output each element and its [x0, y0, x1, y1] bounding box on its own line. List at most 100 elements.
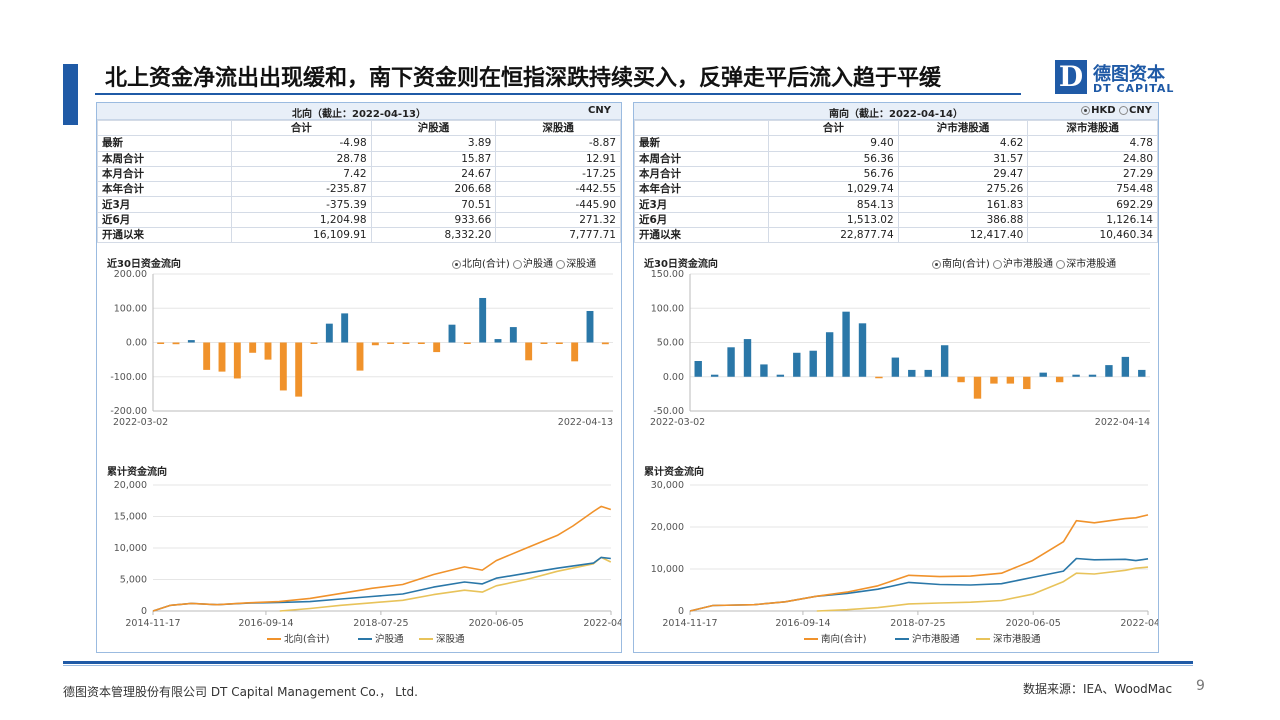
- y-tick-label: 0: [678, 606, 684, 617]
- bar: [509, 327, 517, 343]
- bar: [858, 323, 867, 377]
- cell: 56.76: [768, 165, 899, 183]
- y-tick-label: 5,000: [120, 575, 147, 586]
- bar: [172, 342, 180, 345]
- row-label: 近3月: [97, 196, 232, 213]
- radio-north-total[interactable]: [452, 259, 461, 269]
- bar: [727, 347, 735, 377]
- page-number: 9: [1196, 678, 1205, 694]
- table-row: 开通以来 22,877.74 12,417.40 10,460.34: [634, 227, 1158, 244]
- north-header-title: 北向（截止：2022-04-13）: [292, 109, 426, 120]
- bar: [990, 376, 998, 384]
- bar: [908, 369, 916, 377]
- north-flow-title: 近30日资金流向: [107, 259, 181, 270]
- footer-divider-thin: [63, 665, 1193, 666]
- row-label: 近6月: [634, 211, 769, 229]
- bar: [842, 311, 850, 377]
- radio-label: HKD: [1091, 105, 1116, 116]
- table-header: 合计: [768, 119, 899, 137]
- x-tick-label: 2018-07-25: [353, 618, 408, 629]
- south-header: 南向（截止：2022-04-14） HKD CNY: [634, 103, 1158, 120]
- bar: [694, 360, 702, 377]
- bar: [1121, 356, 1130, 377]
- cell: -375.39: [231, 196, 372, 213]
- title-accent-bar: [63, 64, 78, 125]
- cell: 22,877.74: [768, 227, 899, 244]
- x-tick-label: 2020-06-05: [1006, 618, 1061, 629]
- bar: [1055, 376, 1064, 383]
- bar: [793, 352, 801, 377]
- cell: 31.57: [897, 150, 1029, 167]
- row-label: 本周合计: [634, 150, 769, 167]
- radio-label: 南向(合计): [942, 259, 990, 270]
- y-tick-label: 10,000: [114, 543, 147, 554]
- north-flow-chart: 200.00 100.00 0.00 -100.00 -200.002022-03-02…: [110, 269, 613, 428]
- y-tick-label: 30,000: [651, 480, 684, 491]
- cell: -8.87: [495, 135, 621, 152]
- bar: [387, 342, 395, 344]
- bar: [1039, 372, 1047, 377]
- bar: [433, 342, 441, 353]
- cell: 161.83: [897, 196, 1029, 213]
- x-tick-label: 2014-11-17: [662, 618, 717, 629]
- y-tick-label: 20,000: [651, 522, 684, 533]
- row-label: 开通以来: [97, 227, 232, 244]
- table-row: 近3月 -375.39 70.51 -445.90: [97, 196, 621, 213]
- south-cum-title: 累计资金流向: [644, 467, 704, 478]
- cell: 275.26: [897, 181, 1029, 198]
- cell: 10,460.34: [1027, 227, 1158, 244]
- bar: [494, 339, 502, 343]
- bar: [295, 342, 303, 397]
- radio-sz-hk-connect[interactable]: [1056, 259, 1066, 269]
- radio-sh-hk-connect[interactable]: [993, 259, 1002, 269]
- bar: [1138, 369, 1146, 377]
- bar: [525, 342, 533, 361]
- table-row: 近6月 1,513.02 386.88 1,126.14: [634, 211, 1158, 229]
- cell: 1,204.98: [231, 211, 372, 229]
- cell: -4.98: [231, 135, 372, 152]
- bar: [1088, 374, 1097, 377]
- bar: [940, 345, 949, 377]
- table-row: 近6月 1,204.98 933.66 271.32: [97, 211, 621, 229]
- logo-mark: D: [1055, 60, 1087, 94]
- bar: [325, 323, 333, 343]
- radio-sz-connect[interactable]: [556, 259, 566, 269]
- radio-sh-connect[interactable]: [513, 259, 522, 269]
- radio-cny[interactable]: [1119, 105, 1129, 115]
- x-tick-label: 2022-04-14: [583, 618, 621, 629]
- cell: 692.29: [1027, 196, 1158, 213]
- radio-hkd[interactable]: [1081, 105, 1091, 115]
- bar: [743, 339, 752, 377]
- bar: [973, 376, 982, 399]
- company-logo: D 德图资本 DT CAPITAL: [1055, 60, 1195, 100]
- cell: 4.62: [897, 135, 1029, 152]
- cell: 24.67: [370, 165, 497, 183]
- south-flow-options: 南向(合计) 沪市港股通 深市港股通: [932, 255, 1116, 270]
- row-label: 本月合计: [97, 165, 232, 183]
- y-tick-label: -100.00: [110, 372, 147, 383]
- series-line: [279, 556, 612, 612]
- radio-south-total[interactable]: [932, 259, 941, 269]
- logo-en-text: DT CAPITAL: [1093, 82, 1175, 95]
- bar: [540, 342, 548, 344]
- bar: [555, 342, 563, 344]
- cell: 56.36: [768, 150, 899, 167]
- cell: 16,109.91: [231, 227, 372, 244]
- footer-company: 德图资本管理股份有限公司 DT Capital Management Co.， …: [63, 685, 418, 699]
- y-tick-label: -50.00: [653, 406, 684, 417]
- bar: [1006, 376, 1015, 384]
- radio-label: 北向(合计): [462, 259, 510, 270]
- south-table: 合计 沪市港股通 深市港股通 最新 9.40 4.62 4.78 本周合计 56.36 3…: [634, 119, 1158, 244]
- bar: [586, 310, 594, 343]
- slide-title: 北上资金净流出出现缓和，南下资金则在恒指深跌持续买入，反弹走平后流入趋于平缓: [105, 66, 942, 91]
- south-flow-title: 近30日资金流向: [644, 259, 718, 270]
- legend-label: 沪股通: [375, 633, 404, 645]
- bar: [1105, 365, 1113, 377]
- table-row: 本年合计 -235.87 206.68 -442.55: [97, 181, 621, 198]
- cell: 854.13: [768, 196, 899, 213]
- cell: 1,513.02: [768, 211, 899, 229]
- x-tick-label: 2022-04-13: [558, 417, 613, 428]
- radio-label: 沪市港股通: [1003, 259, 1053, 270]
